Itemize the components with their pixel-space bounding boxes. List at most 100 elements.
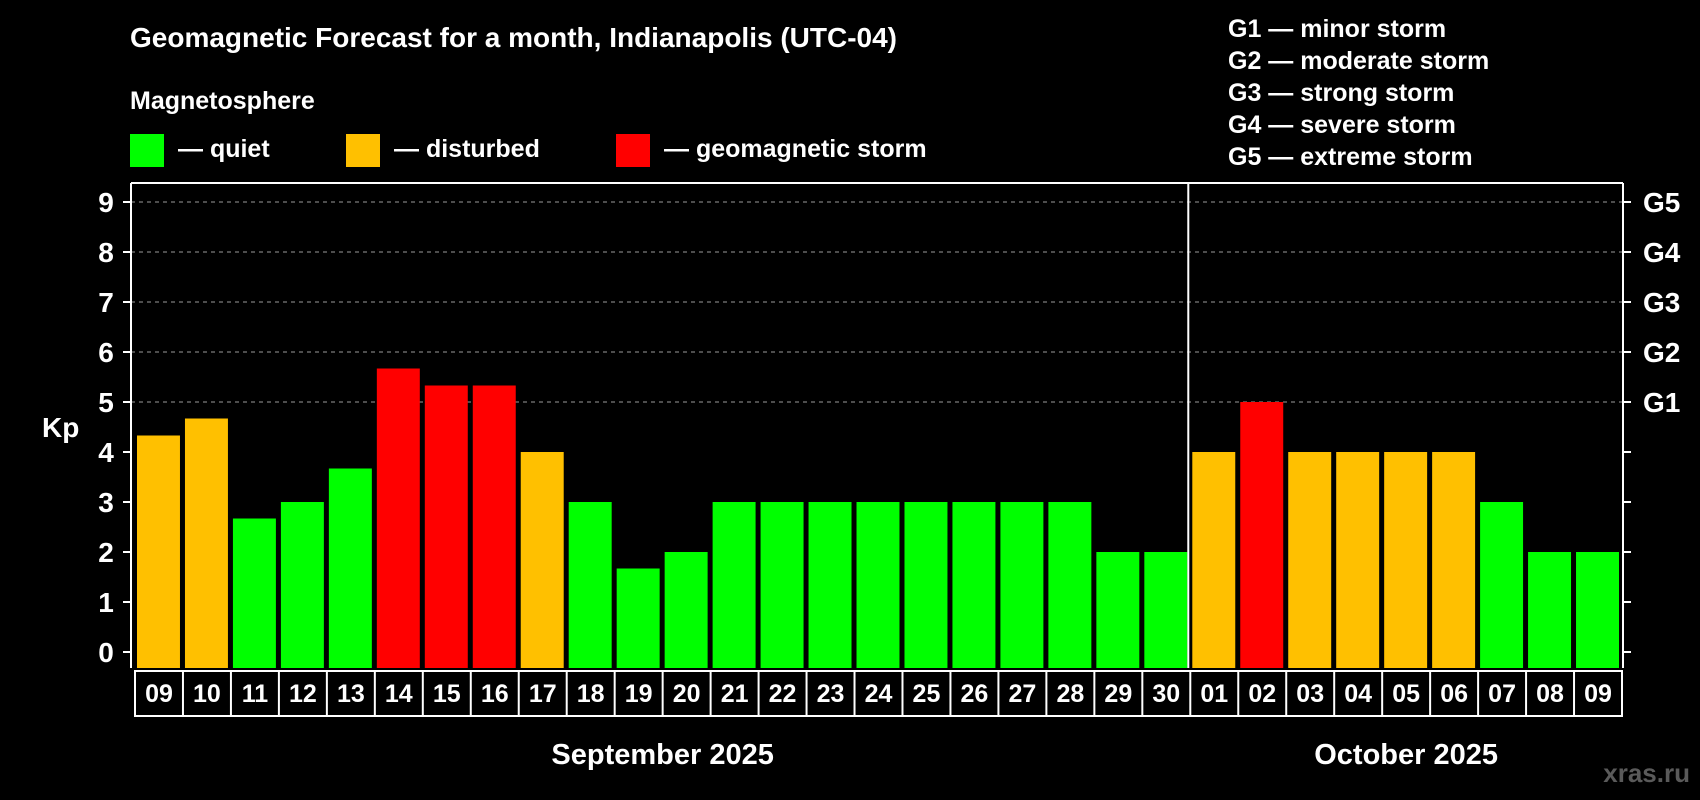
storm-legend-item: G3 — strong storm [1228, 79, 1454, 107]
x-tick-label: 07 [1488, 680, 1516, 708]
x-tick-label: 30 [1152, 680, 1180, 708]
bar-2 [184, 418, 228, 668]
gridlines [131, 201, 1623, 403]
x-tick-label: 06 [1440, 680, 1468, 708]
x-tick-label: 20 [673, 680, 701, 708]
x-tick-label: 19 [625, 680, 653, 708]
bar-18 [952, 502, 996, 668]
bar-17 [904, 502, 948, 668]
y-tick-label: 3 [98, 487, 114, 518]
x-tick-label: 08 [1536, 680, 1564, 708]
bar-9 [520, 452, 564, 668]
bar-6 [376, 368, 420, 668]
y-tick-label: 9 [98, 187, 114, 218]
storm-legend-item: G2 — moderate storm [1228, 47, 1489, 75]
bar-1 [137, 435, 180, 668]
bar-31 [1576, 552, 1619, 668]
bar-21 [1096, 552, 1140, 668]
x-tick-label: 02 [1248, 680, 1276, 708]
bar-8 [472, 385, 516, 668]
x-tick-label: 04 [1344, 680, 1372, 708]
date-row-frame [134, 670, 1623, 717]
x-tick-label: 21 [721, 680, 749, 708]
y-tick-label: 8 [98, 237, 114, 268]
x-tick-label: 11 [242, 680, 269, 708]
bar-13 [712, 502, 756, 668]
y-tick-label: 1 [98, 587, 114, 618]
x-tick-label: 26 [961, 680, 989, 708]
legend-swatch-disturbed [346, 134, 380, 167]
bar-19 [1000, 502, 1044, 668]
bar-30 [1528, 552, 1572, 668]
x-tick-label: 09 [1584, 680, 1612, 708]
bar-20 [1048, 502, 1092, 668]
legend-label-disturbed: — disturbed [394, 135, 540, 163]
storm-legend-item: G1 — minor storm [1228, 15, 1446, 43]
x-tick-label: 16 [481, 680, 509, 708]
month-label: September 2025 [551, 739, 773, 771]
x-tick-label: 10 [193, 680, 221, 708]
storm-legend-item: G5 — extreme storm [1228, 143, 1473, 171]
bar-27 [1384, 452, 1428, 668]
bar-14 [760, 502, 804, 668]
x-tick-label: 05 [1392, 680, 1420, 708]
bar-10 [568, 502, 612, 668]
x-tick-label: 17 [529, 680, 557, 708]
x-tick-label: 23 [817, 680, 845, 708]
month-labels: September 2025 October 2025 [551, 739, 1498, 771]
bar-28 [1432, 452, 1476, 668]
y-tick-label: 6 [98, 337, 114, 368]
x-tick-label: 12 [289, 680, 317, 708]
storm-level-label-G3: G3 [1643, 287, 1680, 318]
month-label: October 2025 [1314, 739, 1498, 771]
storm-scale-legend: G1 — minor storm G2 — moderate storm G3 — … [1228, 15, 1489, 171]
bars [137, 368, 1619, 668]
y-tick-label: 4 [98, 437, 114, 468]
bar-3 [232, 518, 276, 668]
x-tick-label: 09 [145, 680, 173, 708]
date-cells: 09 10 11 12 13 14 15 16 17 18 19 20 21 22 23 24 25 26 27 28… [134, 670, 1623, 717]
y-tick-labels: 0 1 2 3 4 5 6 7 8 9 [98, 187, 114, 668]
storm-level-label-G2: G2 [1643, 337, 1680, 368]
x-tick-label: 29 [1104, 680, 1132, 708]
x-tick-label: 15 [433, 680, 461, 708]
y-tick-label: 2 [98, 537, 114, 568]
legend-label-quiet: — quiet [178, 135, 270, 163]
storm-level-labels: G1 G2 G3 G4 G5 [1643, 187, 1681, 418]
magnetosphere-title: Magnetosphere [130, 87, 315, 115]
bar-25 [1288, 452, 1332, 668]
x-tick-label: 27 [1008, 680, 1036, 708]
storm-legend-item: G4 — severe storm [1228, 111, 1456, 139]
x-tick-label: 25 [913, 680, 941, 708]
bar-23 [1192, 452, 1236, 668]
y-axis-label: Kp [42, 412, 79, 443]
storm-level-label-G4: G4 [1643, 237, 1681, 268]
axes [123, 182, 1631, 668]
x-tick-label: 18 [577, 680, 605, 708]
x-tick-label: 22 [769, 680, 797, 708]
legend-swatch-storm [616, 134, 650, 167]
bar-11 [616, 568, 660, 668]
y-tick-label: 7 [98, 287, 114, 318]
storm-level-label-G1: G1 [1643, 387, 1680, 418]
bar-7 [424, 385, 468, 668]
bar-12 [664, 552, 708, 668]
bar-22 [1144, 552, 1188, 668]
legend: — quiet — disturbed — geomagnetic storm [130, 134, 927, 167]
chart-title: Geomagnetic Forecast for a month, Indian… [130, 22, 897, 53]
y-tick-label: 0 [98, 637, 114, 668]
legend-swatch-quiet [130, 134, 164, 167]
y-tick-label: 5 [98, 387, 114, 418]
legend-label-storm: — geomagnetic storm [664, 135, 927, 163]
bar-16 [856, 502, 900, 668]
bar-15 [808, 502, 852, 668]
bar-4 [280, 502, 324, 668]
bar-29 [1480, 502, 1524, 668]
x-tick-label: 24 [865, 680, 893, 708]
watermark: xras.ru [1603, 758, 1690, 788]
bar-5 [328, 468, 372, 668]
x-tick-label: 28 [1056, 680, 1084, 708]
bar-24 [1240, 402, 1284, 668]
x-tick-label: 03 [1296, 680, 1324, 708]
